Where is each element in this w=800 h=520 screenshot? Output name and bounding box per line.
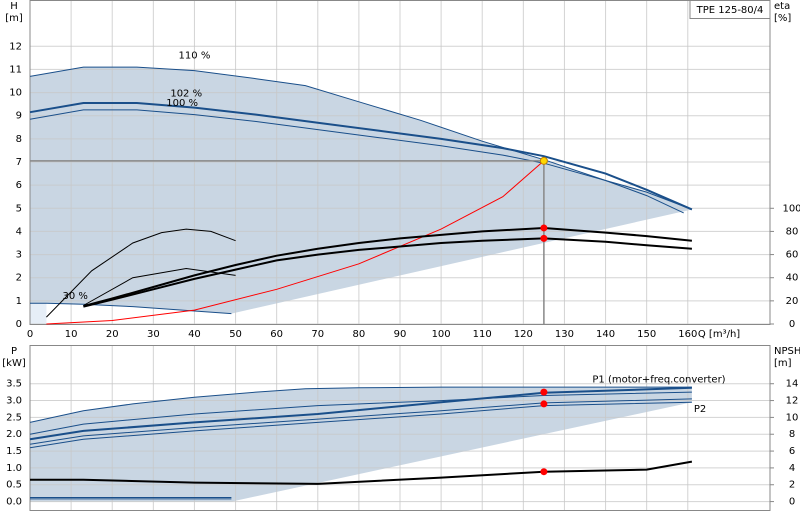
- x-tick-label: 70: [311, 329, 324, 340]
- duty-point: [540, 388, 548, 396]
- y-tick-label: 5: [16, 203, 22, 214]
- y2-tick-label: 40: [786, 273, 799, 284]
- y2-tick-label: 12: [786, 396, 799, 407]
- series-line: [30, 460, 693, 485]
- plot-frame: [29, 0, 771, 325]
- series-line: [29, 109, 684, 214]
- y-axis-unit: [kW]: [2, 358, 26, 369]
- x-tick-label: 20: [106, 329, 119, 340]
- x-tick-label: 0: [27, 329, 33, 340]
- y2-tick-label: 20: [786, 296, 799, 307]
- y-tick-label: 11: [9, 64, 22, 75]
- x-tick-label: 30: [147, 329, 160, 340]
- x-tick-label: 90: [394, 329, 407, 340]
- y2-axis-label: eta: [774, 1, 790, 12]
- series-line: [29, 102, 693, 211]
- y2-tick-label: 10: [786, 412, 799, 423]
- y2-tick-label: 60: [786, 250, 799, 261]
- y-tick-label: 0: [16, 319, 22, 330]
- series-line: [83, 267, 236, 306]
- y-tick-label: 1.5: [6, 446, 22, 457]
- y-axis-unit: [m]: [5, 13, 23, 24]
- x-tick-label: 80: [353, 329, 366, 340]
- y2-axis-unit: [%]: [774, 13, 791, 24]
- y-tick-label: 3.0: [6, 396, 22, 407]
- y-tick-label: 1.0: [6, 463, 22, 474]
- x-tick-label: 110: [473, 329, 492, 340]
- y-axis-label: P: [11, 346, 17, 357]
- y2-tick-label: 2: [789, 480, 795, 491]
- x-tick-label: 50: [229, 329, 242, 340]
- y2-tick-label: 0: [789, 497, 795, 508]
- y-tick-label: 12: [9, 41, 22, 52]
- y-tick-label: 1: [16, 296, 22, 307]
- y-tick-label: 9: [16, 111, 22, 122]
- series-line: [83, 226, 693, 308]
- y2-axis-unit: [m]: [774, 358, 792, 369]
- series-label: 100 %: [166, 98, 198, 109]
- duty-point: [540, 400, 548, 408]
- series-line: [29, 386, 692, 423]
- operating-area: [30, 387, 692, 502]
- duty-point: [540, 234, 548, 242]
- y-axis-label: H: [10, 1, 18, 12]
- x-tick-label: 60: [270, 329, 283, 340]
- y-tick-label: 2: [16, 273, 22, 284]
- y2-tick-label: 14: [786, 379, 799, 390]
- series-label: 30 %: [63, 291, 88, 302]
- y-tick-label: 0.5: [6, 480, 22, 491]
- x-tick-label: 100: [432, 329, 451, 340]
- title-box: [689, 0, 771, 19]
- y-tick-label: 6: [16, 180, 22, 191]
- series-line: [46, 228, 236, 318]
- x-tick-label: 150: [637, 329, 656, 340]
- x-tick-label: 120: [514, 329, 533, 340]
- series-label: P1 (motor+freq.converter): [592, 375, 725, 386]
- duty-point: [540, 224, 548, 232]
- y2-tick-label: 6: [789, 446, 795, 457]
- series-label: 102 %: [170, 89, 202, 100]
- y-tick-label: 7: [16, 157, 22, 168]
- duty-point: [539, 156, 548, 165]
- chart-title: TPE 125-80/4: [696, 5, 764, 16]
- series-line: [83, 237, 692, 308]
- x-tick-label: 10: [65, 329, 78, 340]
- duty-point: [540, 468, 548, 476]
- y2-axis-label: NPSH: [774, 346, 800, 357]
- plot-frame: [29, 345, 771, 511]
- x-tick-label: 40: [188, 329, 201, 340]
- x-tick-label: 130: [555, 329, 574, 340]
- operating-area: [30, 67, 692, 314]
- y-tick-label: 2.5: [6, 412, 22, 423]
- y-tick-label: 2.0: [6, 429, 22, 440]
- y-tick-label: 0.0: [6, 497, 22, 508]
- y-tick-label: 10: [9, 88, 22, 99]
- x-tick-label: 140: [596, 329, 615, 340]
- series-line: [46, 160, 545, 325]
- y2-tick-label: 8: [789, 429, 795, 440]
- x-tick-label: 160: [678, 329, 697, 340]
- x-axis-label: Q [m³/h]: [698, 329, 740, 340]
- series-label: P2: [694, 404, 706, 415]
- series-label: 110 %: [179, 51, 211, 62]
- y-tick-label: 4: [16, 226, 22, 237]
- y2-tick-label: 4: [789, 463, 795, 474]
- y2-tick-label: 80: [786, 226, 799, 237]
- y-tick-label: 3: [16, 250, 22, 261]
- y2-tick-label: 0: [789, 319, 795, 330]
- y-tick-label: 3.5: [6, 379, 22, 390]
- y-tick-label: 8: [16, 134, 22, 145]
- y2-tick-label: 100: [782, 203, 800, 214]
